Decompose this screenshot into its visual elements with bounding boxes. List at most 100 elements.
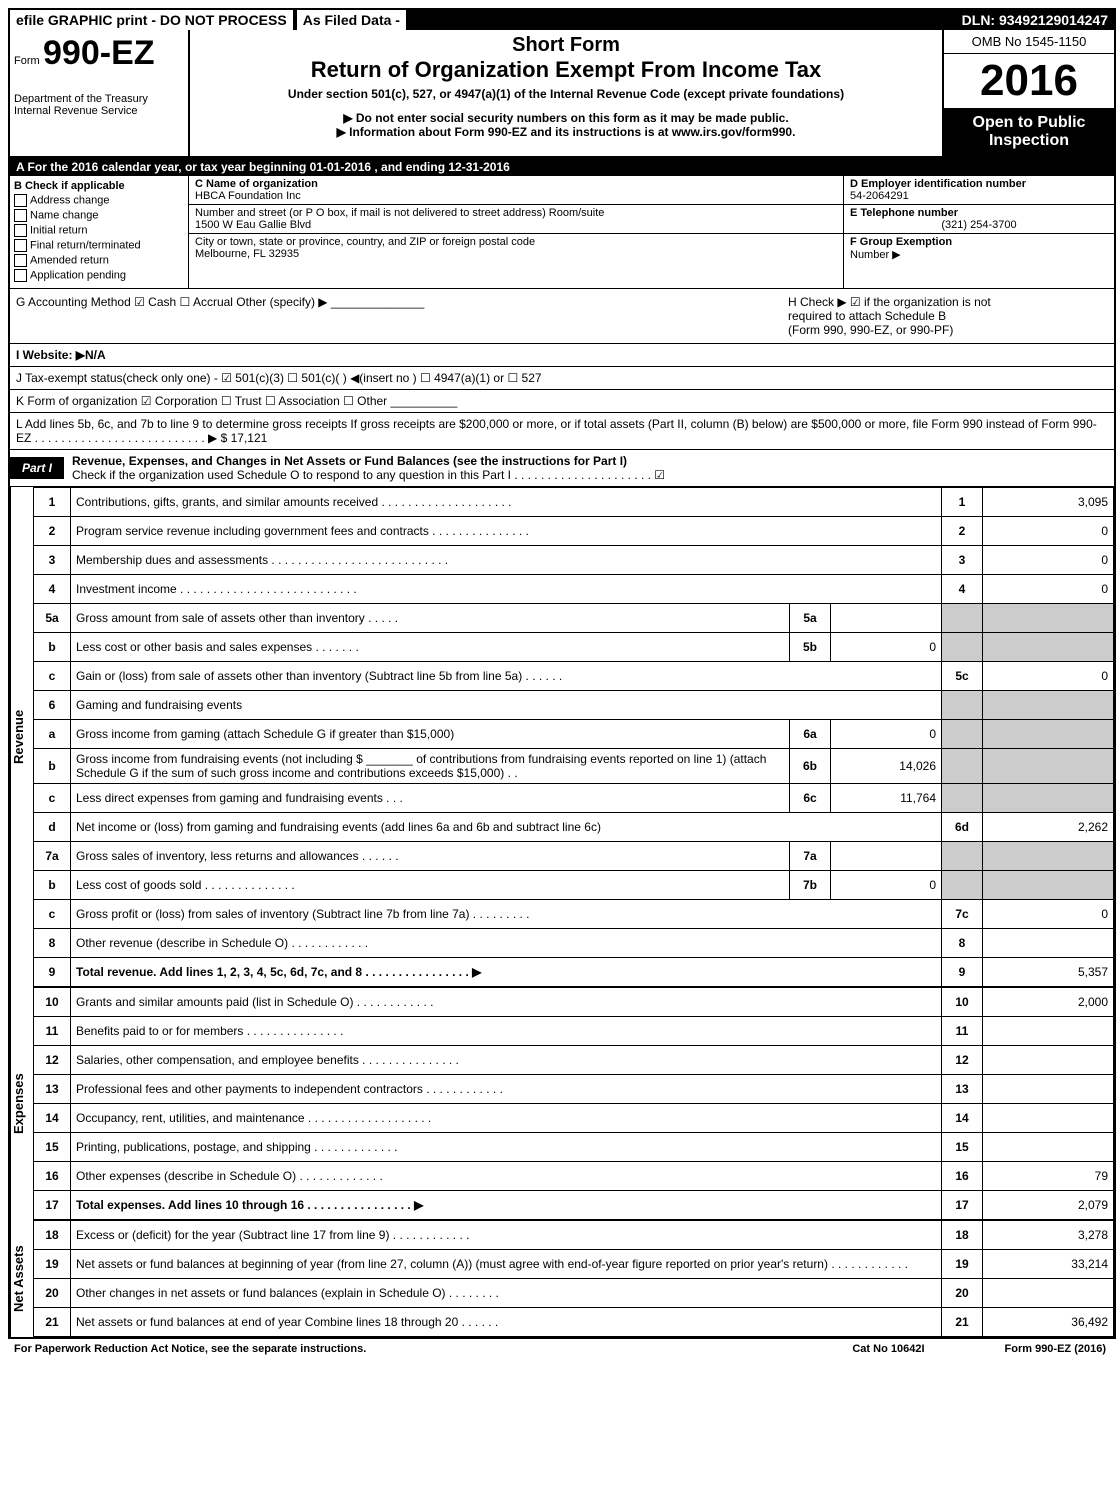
info-line-2: ▶ Information about Form 990-EZ and its …: [198, 125, 934, 139]
ln-16: 16: [34, 1162, 71, 1191]
header-right: OMB No 1545-1150 2016 Open to Public Ins…: [942, 30, 1114, 156]
grayval-7b: [983, 871, 1114, 900]
desc-11: Benefits paid to or for members . . . . …: [71, 1017, 942, 1046]
tax-year: 2016: [944, 54, 1114, 108]
info-line-1: ▶ Do not enter social security numbers o…: [198, 111, 934, 125]
footer-mid: Cat No 10642I: [852, 1343, 924, 1355]
rln-16: 16: [942, 1162, 983, 1191]
header: Form 990-EZ Department of the Treasury I…: [10, 30, 1114, 158]
subval-7a: [831, 842, 942, 871]
website-value: I Website: ▶N/A: [16, 348, 106, 362]
val-20: [983, 1279, 1114, 1308]
val-8: [983, 929, 1114, 958]
desc-16: Other expenses (describe in Schedule O) …: [71, 1162, 942, 1191]
footer-right: Form 990-EZ (2016): [1005, 1343, 1106, 1355]
rln-19: 19: [942, 1250, 983, 1279]
ln-6d: d: [34, 813, 71, 842]
grayval-6a: [983, 720, 1114, 749]
sub-5b: 5b: [790, 633, 831, 662]
subval-6b: 14,026: [831, 749, 942, 784]
row-k-form-org: K Form of organization ☑ Corporation ☐ T…: [10, 390, 1114, 413]
rln-8: 8: [942, 929, 983, 958]
rln-1: 1: [942, 488, 983, 517]
gray-6: [942, 691, 983, 720]
rln-9: 9: [942, 958, 983, 987]
efile-label: efile GRAPHIC print - DO NOT PROCESS: [10, 10, 293, 30]
sched-b-1: H Check ▶ ☑ if the organization is not: [788, 295, 1108, 309]
header-left: Form 990-EZ Department of the Treasury I…: [10, 30, 190, 156]
row-l-gross-receipts: L Add lines 5b, 6c, and 7b to line 9 to …: [10, 413, 1114, 450]
desc-5b: Less cost or other basis and sales expen…: [71, 633, 790, 662]
main-title: Return of Organization Exempt From Incom…: [198, 57, 934, 83]
val-4: 0: [983, 575, 1114, 604]
netassets-section: Net Assets 18Excess or (deficit) for the…: [10, 1220, 1114, 1337]
form-number: 990-EZ: [43, 34, 155, 72]
val-16: 79: [983, 1162, 1114, 1191]
desc-6b: Gross income from fundraising events (no…: [71, 749, 790, 784]
desc-19: Net assets or fund balances at beginning…: [71, 1250, 942, 1279]
val-21: 36,492: [983, 1308, 1114, 1337]
rln-7c: 7c: [942, 900, 983, 929]
tel-box: E Telephone number (321) 254-3700: [844, 205, 1114, 234]
expenses-side-label: Expenses: [10, 987, 33, 1220]
grayval-5a: [983, 604, 1114, 633]
desc-9: Total revenue. Add lines 1, 2, 3, 4, 5c,…: [71, 958, 942, 987]
sub-7b: 7b: [790, 871, 831, 900]
desc-15: Printing, publications, postage, and shi…: [71, 1133, 942, 1162]
sub-6b: 6b: [790, 749, 831, 784]
desc-6: Gaming and fundraising events: [71, 691, 942, 720]
col-def: D Employer identification number 54-2064…: [843, 176, 1114, 288]
desc-18: Excess or (deficit) for the year (Subtra…: [71, 1221, 942, 1250]
section-a-bar: A For the 2016 calendar year, or tax yea…: [10, 158, 1114, 176]
short-form-title: Short Form: [198, 34, 934, 57]
chk-name[interactable]: Name change: [14, 209, 184, 222]
part-1-label: Part I: [10, 457, 64, 479]
as-filed-label: As Filed Data -: [297, 10, 406, 30]
sub-6a: 6a: [790, 720, 831, 749]
desc-7a: Gross sales of inventory, less returns a…: [71, 842, 790, 871]
val-11: [983, 1017, 1114, 1046]
chk-address[interactable]: Address change: [14, 194, 184, 207]
rln-6d: 6d: [942, 813, 983, 842]
desc-6d: Net income or (loss) from gaming and fun…: [71, 813, 942, 842]
open-public-2: Inspection: [946, 132, 1112, 150]
rln-13: 13: [942, 1075, 983, 1104]
grayval-5b: [983, 633, 1114, 662]
ln-7a: 7a: [34, 842, 71, 871]
chk-amended[interactable]: Amended return: [14, 254, 184, 267]
street-label: Number and street (or P O box, if mail i…: [195, 207, 837, 219]
desc-5c: Gain or (loss) from sale of assets other…: [71, 662, 942, 691]
expenses-table: 10Grants and similar amounts paid (list …: [33, 987, 1114, 1220]
rln-15: 15: [942, 1133, 983, 1162]
col-b: B Check if applicable Address change Nam…: [10, 176, 189, 288]
rln-3: 3: [942, 546, 983, 575]
part-1-header: Part I Revenue, Expenses, and Changes in…: [10, 450, 1114, 487]
schedule-b-check: H Check ▶ ☑ if the organization is not r…: [788, 295, 1108, 337]
netassets-table: 18Excess or (deficit) for the year (Subt…: [33, 1220, 1114, 1337]
chk-initial[interactable]: Initial return: [14, 224, 184, 237]
grayval-6: [983, 691, 1114, 720]
desc-20: Other changes in net assets or fund bala…: [71, 1279, 942, 1308]
val-2: 0: [983, 517, 1114, 546]
chk-pending[interactable]: Application pending: [14, 269, 184, 282]
subtitle: Under section 501(c), 527, or 4947(a)(1)…: [198, 87, 934, 101]
subval-6a: 0: [831, 720, 942, 749]
grp-box: F Group Exemption Number ▶: [844, 234, 1114, 263]
desc-10: Grants and similar amounts paid (list in…: [71, 988, 942, 1017]
subval-5b: 0: [831, 633, 942, 662]
subval-6c: 11,764: [831, 784, 942, 813]
ein-label: D Employer identification number: [850, 178, 1108, 190]
omb-number: OMB No 1545-1150: [944, 30, 1114, 54]
sub-5a: 5a: [790, 604, 831, 633]
footer-left: For Paperwork Reduction Act Notice, see …: [14, 1343, 852, 1355]
val-6d: 2,262: [983, 813, 1114, 842]
gray-6a: [942, 720, 983, 749]
top-bar: efile GRAPHIC print - DO NOT PROCESS As …: [10, 10, 1114, 30]
chk-final[interactable]: Final return/terminated: [14, 239, 184, 252]
info-grid: B Check if applicable Address change Nam…: [10, 176, 1114, 289]
val-15: [983, 1133, 1114, 1162]
revenue-side-label: Revenue: [10, 487, 33, 987]
desc-21: Net assets or fund balances at end of ye…: [71, 1308, 942, 1337]
grp-label: F Group Exemption: [850, 236, 1108, 248]
desc-1: Contributions, gifts, grants, and simila…: [71, 488, 942, 517]
